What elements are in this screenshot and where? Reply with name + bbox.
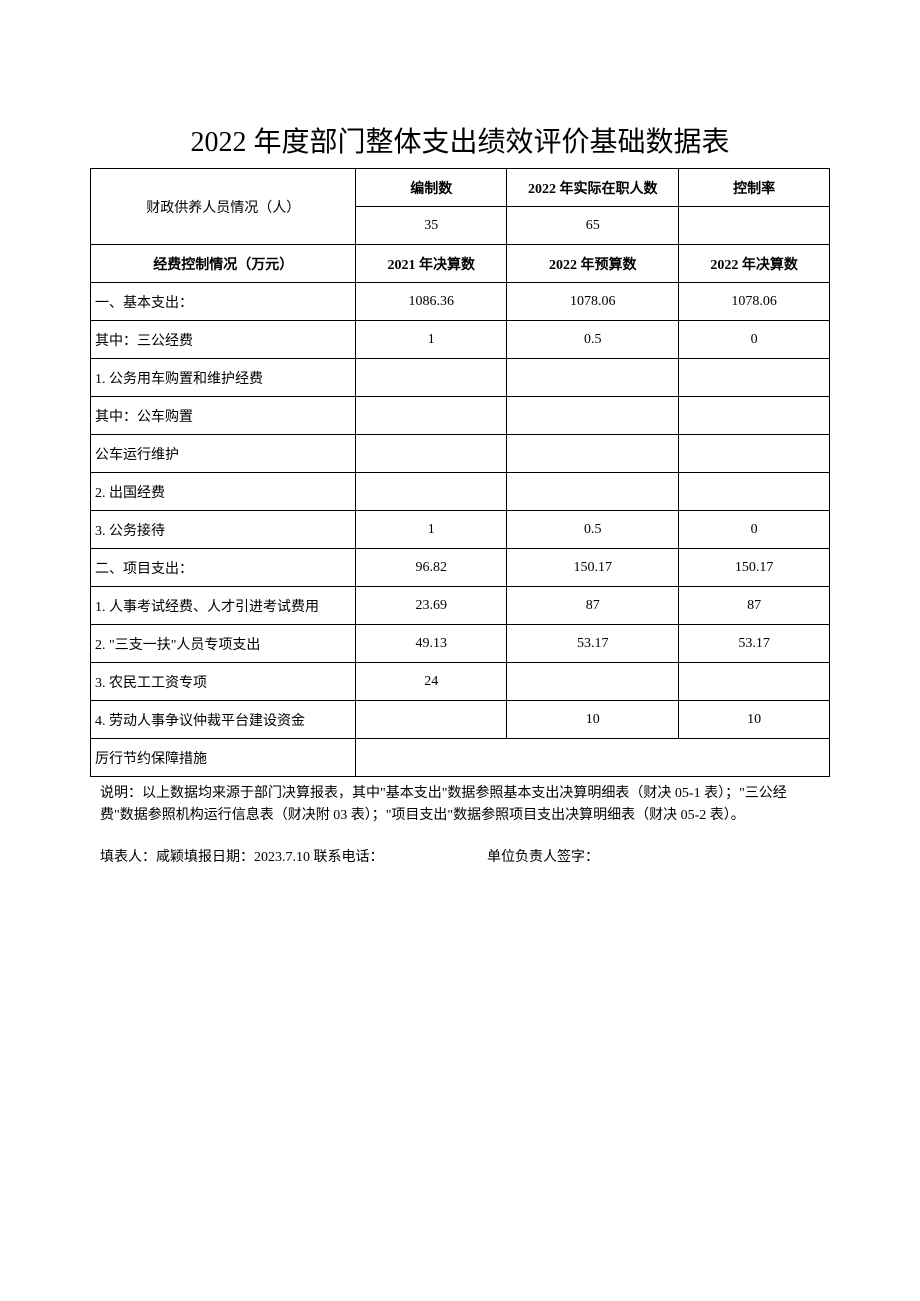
data-cell: 0: [679, 321, 830, 359]
data-cell: 24: [356, 663, 507, 701]
data-cell: [679, 435, 830, 473]
data-cell: 0.5: [507, 511, 679, 549]
header-cell: 2022 年决算数: [679, 245, 830, 283]
header-cell: 控制率: [679, 169, 830, 207]
row-label: 1. 人事考试经费、人才引进考试费用: [91, 587, 356, 625]
data-cell: [356, 701, 507, 739]
data-cell: [356, 739, 830, 777]
data-cell: 23.69: [356, 587, 507, 625]
data-cell: 53.17: [679, 625, 830, 663]
row-label: 厉行节约保障措施: [91, 739, 356, 777]
personnel-label: 财政供养人员情况（人）: [91, 169, 356, 245]
table-row: 经费控制情况（万元） 2021 年决算数 2022 年预算数 2022 年决算数: [91, 245, 830, 283]
data-cell: 1: [356, 321, 507, 359]
data-cell: [356, 473, 507, 511]
table-row: 3. 公务接待 1 0.5 0: [91, 511, 830, 549]
data-cell: 1078.06: [507, 283, 679, 321]
data-cell: [679, 359, 830, 397]
data-cell: [356, 435, 507, 473]
data-cell: 150.17: [679, 549, 830, 587]
expenditure-label: 经费控制情况（万元）: [91, 245, 356, 283]
data-cell: 96.82: [356, 549, 507, 587]
data-cell: 65: [507, 207, 679, 245]
table-row: 4. 劳动人事争议仲裁平台建设资金 10 10: [91, 701, 830, 739]
supervisor-signature: 单位负责人签字：: [487, 846, 599, 866]
table-row: 公车运行维护: [91, 435, 830, 473]
table-row: 一、基本支出： 1086.36 1078.06 1078.06: [91, 283, 830, 321]
data-cell: [356, 397, 507, 435]
table-row: 二、项目支出： 96.82 150.17 150.17: [91, 549, 830, 587]
row-label: 其中：公车购置: [91, 397, 356, 435]
table-row: 其中：公车购置: [91, 397, 830, 435]
data-cell: 35: [356, 207, 507, 245]
row-label: 3. 公务接待: [91, 511, 356, 549]
data-cell: [679, 473, 830, 511]
data-cell: [356, 359, 507, 397]
row-label: 其中：三公经费: [91, 321, 356, 359]
signature-line: 填表人：咸颖填报日期：2023.7.10 联系电话： 单位负责人签字：: [90, 846, 830, 866]
row-label: 4. 劳动人事争议仲裁平台建设资金: [91, 701, 356, 739]
data-cell: [507, 359, 679, 397]
row-label: 公车运行维护: [91, 435, 356, 473]
data-cell: 10: [507, 701, 679, 739]
table-row: 其中：三公经费 1 0.5 0: [91, 321, 830, 359]
row-label: 1. 公务用车购置和维护经费: [91, 359, 356, 397]
data-cell: [507, 663, 679, 701]
row-label: 2. 出国经费: [91, 473, 356, 511]
header-cell: 2021 年决算数: [356, 245, 507, 283]
data-cell: 150.17: [507, 549, 679, 587]
data-cell: 0: [679, 511, 830, 549]
data-cell: [507, 473, 679, 511]
data-cell: [507, 397, 679, 435]
table-row: 1. 人事考试经费、人才引进考试费用 23.69 87 87: [91, 587, 830, 625]
header-cell: 2022 年实际在职人数: [507, 169, 679, 207]
table-row: 2. 出国经费: [91, 473, 830, 511]
data-cell: [679, 663, 830, 701]
header-cell: 2022 年预算数: [507, 245, 679, 283]
data-cell: [679, 397, 830, 435]
data-cell: 49.13: [356, 625, 507, 663]
data-cell: 1086.36: [356, 283, 507, 321]
data-cell: 87: [507, 587, 679, 625]
data-cell: 1078.06: [679, 283, 830, 321]
row-label: 3. 农民工工资专项: [91, 663, 356, 701]
data-cell: [679, 207, 830, 245]
data-table: 财政供养人员情况（人） 编制数 2022 年实际在职人数 控制率 35 65 经…: [90, 168, 830, 777]
table-row: 财政供养人员情况（人） 编制数 2022 年实际在职人数 控制率: [91, 169, 830, 207]
row-label: 一、基本支出：: [91, 283, 356, 321]
table-row: 3. 农民工工资专项 24: [91, 663, 830, 701]
table-row: 1. 公务用车购置和维护经费: [91, 359, 830, 397]
data-cell: 87: [679, 587, 830, 625]
document-title: 2022 年度部门整体支出绩效评价基础数据表: [90, 120, 830, 160]
data-cell: [507, 435, 679, 473]
data-cell: 0.5: [507, 321, 679, 359]
filler-info: 填表人：咸颖填报日期：2023.7.10 联系电话：: [100, 846, 384, 866]
explanation-text: 说明：以上数据均来源于部门决算报表，其中"基本支出"数据参照基本支出决算明细表（…: [90, 783, 830, 828]
data-cell: 10: [679, 701, 830, 739]
data-cell: 53.17: [507, 625, 679, 663]
row-label: 二、项目支出：: [91, 549, 356, 587]
row-label: 2. "三支一扶"人员专项支出: [91, 625, 356, 663]
table-row: 2. "三支一扶"人员专项支出 49.13 53.17 53.17: [91, 625, 830, 663]
header-cell: 编制数: [356, 169, 507, 207]
data-cell: 1: [356, 511, 507, 549]
table-row: 厉行节约保障措施: [91, 739, 830, 777]
